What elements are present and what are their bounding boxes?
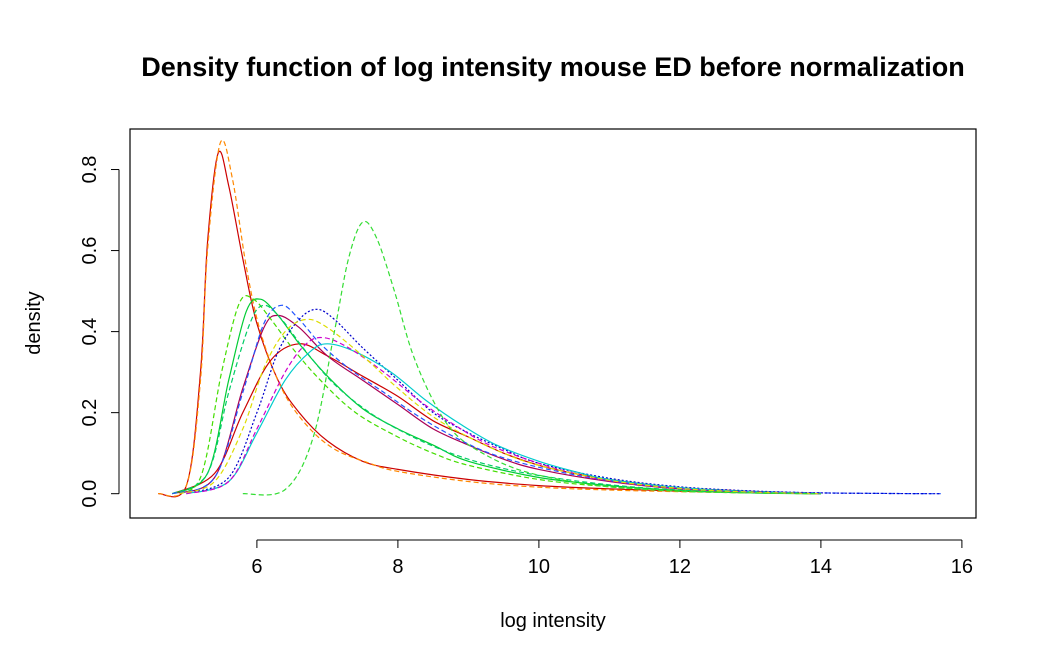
density-line-9 bbox=[186, 308, 941, 495]
y-axis: 0.0 0.2 0.4 0.6 0.8 bbox=[79, 156, 120, 508]
y-tick-label: 0.2 bbox=[79, 399, 101, 427]
density-line-5 bbox=[172, 298, 821, 495]
y-tick-label: 0.6 bbox=[79, 237, 101, 265]
y-tick-label: 0.4 bbox=[79, 318, 101, 346]
density-line-6 bbox=[172, 295, 821, 495]
density-line-7 bbox=[172, 304, 821, 495]
y-tick-label: 0.0 bbox=[79, 480, 101, 508]
density-line-13 bbox=[242, 220, 821, 496]
x-tick-label: 16 bbox=[951, 556, 973, 578]
x-axis-label: log intensity bbox=[500, 610, 606, 632]
y-axis-label: density bbox=[23, 291, 45, 354]
density-line-11 bbox=[186, 336, 821, 495]
chart-title: Density function of log intensity mouse … bbox=[141, 52, 965, 82]
density-line-2 bbox=[158, 139, 821, 497]
density-line-12 bbox=[179, 318, 821, 495]
series-layer bbox=[158, 139, 941, 498]
x-tick-label: 12 bbox=[669, 556, 691, 578]
density-line-8 bbox=[172, 304, 941, 495]
x-axis: 6 8 10 12 14 16 bbox=[251, 539, 973, 578]
y-tick-label: 0.8 bbox=[79, 156, 101, 184]
x-tick-label: 10 bbox=[528, 556, 550, 578]
plot-frame bbox=[129, 128, 977, 519]
density-line-10 bbox=[186, 343, 821, 495]
x-tick-label: 14 bbox=[810, 556, 832, 578]
density-line-1 bbox=[158, 150, 821, 498]
x-tick-label: 8 bbox=[392, 556, 403, 578]
x-tick-label: 6 bbox=[251, 556, 262, 578]
